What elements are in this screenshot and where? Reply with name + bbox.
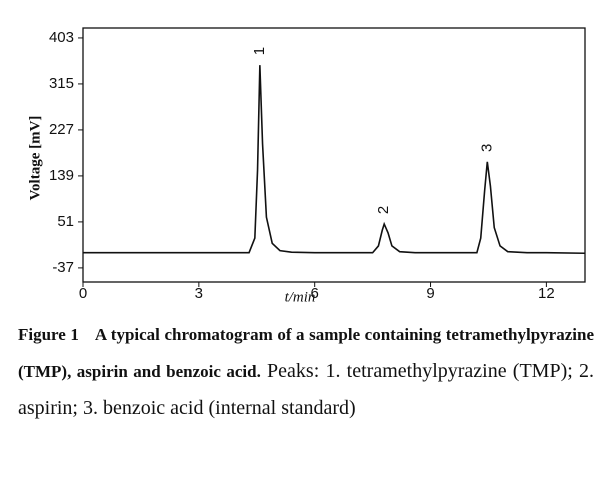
x-tick-label: 9 — [426, 285, 434, 302]
y-axis-label: Voltage [mV] — [27, 116, 43, 201]
x-axis-label: t/min — [285, 289, 316, 305]
x-tick-label: 6 — [311, 285, 319, 302]
caption-text: Peaks: 1. tetramethylpyrazine (TMP); 2. … — [18, 360, 595, 419]
y-tick-label: 227 — [49, 121, 74, 138]
y-tick-label: 403 — [49, 29, 74, 46]
peak-label: 1 — [251, 47, 268, 55]
chart: Voltage [mV] t/min -37 51 139 227 315 403 0 3 6 9… — [27, 27, 586, 305]
plot-frame — [82, 27, 586, 283]
peak-label: 3 — [478, 144, 495, 152]
x-tick-label: 0 — [79, 285, 87, 302]
caption: Figure 1 A typical chromatogram of a sam… — [18, 316, 594, 427]
peak-label: 2 — [375, 206, 392, 214]
y-tick-label: 315 — [49, 75, 74, 92]
y-tick-label: 51 — [57, 213, 74, 230]
caption-title: A typical chromatogram of a sample conta… — [18, 325, 594, 381]
caption-label: Figure 1 — [18, 325, 79, 344]
x-tick-label: 12 — [538, 285, 555, 302]
trace — [83, 65, 586, 255]
y-tick-label: 139 — [49, 167, 74, 184]
y-tick-label: -37 — [52, 259, 74, 276]
x-tick-label: 3 — [195, 285, 203, 302]
